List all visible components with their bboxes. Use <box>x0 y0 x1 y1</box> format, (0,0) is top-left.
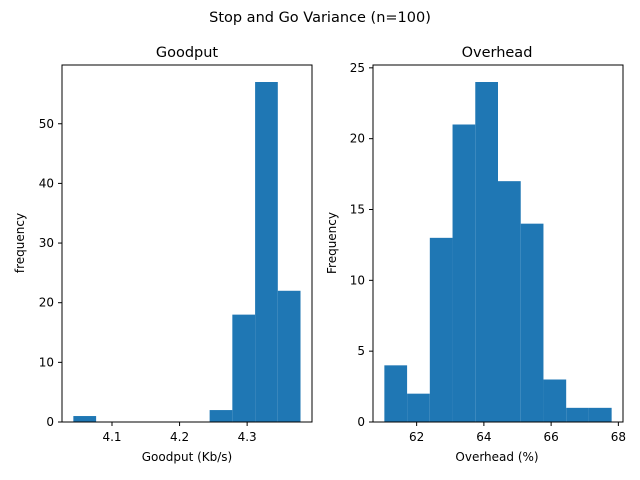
overhead-y-tick-label-4: 20 <box>350 132 365 146</box>
overhead-histogram: Overhead 62 64 66 68 0 5 10 15 20 25 Overhead (%… <box>325 45 626 464</box>
goodput-x-tick-label-0: 4.1 <box>102 430 121 444</box>
overhead-y-tick-label-3: 15 <box>350 203 365 217</box>
goodput-x-axis-label: Goodput (Kb/s) <box>142 450 233 464</box>
overhead-y-tick-label-0: 0 <box>357 415 365 429</box>
overhead-y-tick-label-5: 25 <box>350 61 365 75</box>
overhead-axes-frame <box>372 64 624 423</box>
overhead-bar-2 <box>429 237 453 422</box>
goodput-y-tick-label-4: 40 <box>39 176 54 190</box>
overhead-x-tick-label-0: 62 <box>409 430 424 444</box>
goodput-y-axis-label: frequency <box>13 213 27 273</box>
overhead-y-tick-label-2: 10 <box>350 273 365 287</box>
overhead-x-tick-label-1: 64 <box>476 430 491 444</box>
goodput-x-tick-label-2: 4.3 <box>238 430 257 444</box>
goodput-bar-7 <box>232 314 256 422</box>
figure-suptitle: Stop and Go Variance (n=100) <box>209 10 431 26</box>
goodput-y-tick-label-3: 30 <box>39 236 54 250</box>
overhead-x-ticks: 62 64 66 68 <box>409 422 626 444</box>
overhead-y-ticks: 0 5 10 15 20 25 <box>350 61 373 429</box>
overhead-y-tick-label-1: 5 <box>357 344 365 358</box>
overhead-bar-5 <box>498 181 521 422</box>
goodput-y-tick-label-0: 0 <box>46 415 54 429</box>
overhead-y-axis-label: Frequency <box>325 212 339 274</box>
overhead-bars <box>384 82 612 422</box>
overhead-bar-6 <box>520 223 544 422</box>
goodput-title: Goodput <box>156 45 219 61</box>
overhead-bar-4 <box>475 82 498 422</box>
goodput-y-tick-label-2: 20 <box>39 296 54 310</box>
goodput-y-ticks: 0 10 20 30 40 50 <box>39 117 62 429</box>
goodput-bar-0 <box>73 416 97 422</box>
goodput-x-tick-label-1: 4.2 <box>170 430 189 444</box>
goodput-bar-9 <box>277 290 301 422</box>
overhead-bar-7 <box>543 379 567 422</box>
overhead-x-tick-label-2: 66 <box>543 430 558 444</box>
overhead-title: Overhead <box>462 45 533 61</box>
goodput-x-ticks: 4.1 4.2 4.3 <box>102 422 257 444</box>
overhead-bar-8 <box>566 407 589 422</box>
goodput-bar-8 <box>255 82 278 422</box>
goodput-bar-6 <box>209 410 233 422</box>
goodput-bars <box>73 82 301 422</box>
overhead-bar-0 <box>384 365 408 422</box>
goodput-y-tick-label-1: 10 <box>39 355 54 369</box>
overhead-bar-3 <box>452 124 476 422</box>
overhead-x-axis-label: Overhead (%) <box>455 450 538 464</box>
overhead-bar-1 <box>407 393 430 422</box>
goodput-y-tick-label-5: 50 <box>39 117 54 131</box>
overhead-bar-9 <box>588 407 612 422</box>
goodput-histogram: Goodput 4.1 4.2 4.3 0 10 20 30 40 50 Goodput (K… <box>13 45 313 464</box>
overhead-x-tick-label-3: 68 <box>611 430 626 444</box>
